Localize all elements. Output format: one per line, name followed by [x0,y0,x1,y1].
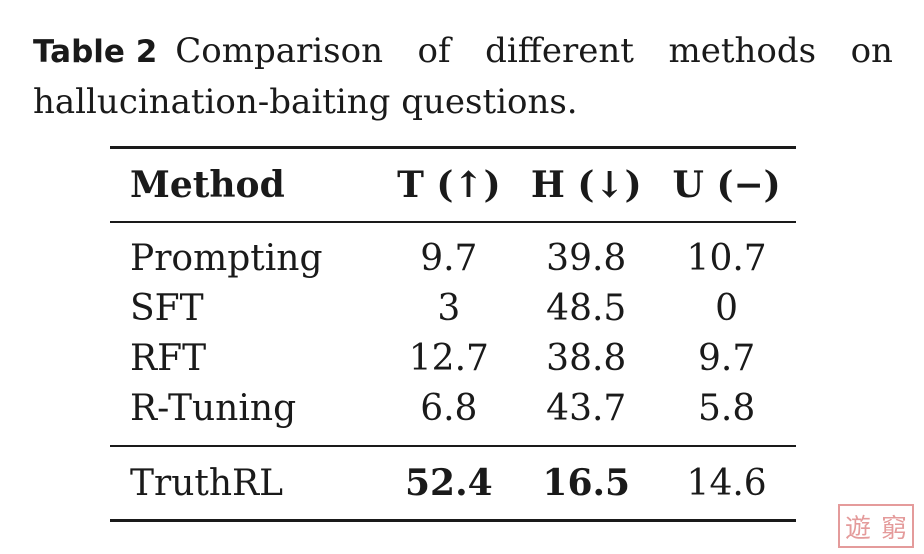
table-row: RFT 12.7 38.8 9.7 [110,333,796,383]
method-cell: Prompting [130,237,323,279]
caption-line-1: Table 2 Comparison of different methods o… [33,26,893,77]
t-cell: 3 [437,287,461,329]
watermark-char: 遊 [844,513,871,544]
header-t: T (↑) [397,164,501,206]
h-cell: 48.5 [546,287,627,329]
method-cell: TruthRL [130,462,284,504]
caption-label: Table 2 [33,34,158,70]
table-caption: Table 2 Comparison of different methods o… [33,26,893,127]
watermark-seal: 遊 窮 [838,504,914,548]
t-cell: 12.7 [408,337,489,379]
header-row: Method T (↑) H (↓) U (−) [110,147,796,222]
header-u: U (−) [672,164,781,206]
caption-word: of [417,31,451,71]
header-method: Method [130,164,285,206]
u-cell: 5.8 [698,387,756,429]
caption-line-2: hallucination-baiting questions. [33,82,578,122]
t-cell: 9.7 [420,237,478,279]
t-cell-best: 52.4 [405,462,493,504]
method-cell: R-Tuning [130,387,297,429]
table-row-final: TruthRL 52.4 16.5 14.6 [110,446,796,521]
u-cell: 14.6 [686,462,767,504]
header-h: H (↓) [530,164,642,206]
t-cell: 6.8 [420,387,478,429]
u-cell: 10.7 [686,237,767,279]
table-row: SFT 3 48.5 0 [110,283,796,333]
method-cell: RFT [130,337,207,379]
watermark-char: 窮 [880,513,907,544]
h-cell-best: 16.5 [542,462,631,504]
method-cell: SFT [130,287,204,329]
table-row: Prompting 9.7 39.8 10.7 [110,222,796,283]
caption-word: on [850,31,893,71]
table-row: R-Tuning 6.8 43.7 5.8 [110,383,796,446]
u-cell: 9.7 [698,337,756,379]
caption-word: different [485,31,634,71]
h-cell: 43.7 [546,387,627,429]
caption-word: Comparison [175,31,383,71]
h-cell: 39.8 [546,237,627,279]
h-cell: 38.8 [546,337,627,379]
u-cell: 0 [715,287,739,329]
caption-word: methods [668,31,817,71]
results-table: Method T (↑) H (↓) U (−) Prompting 9.7 3… [110,146,796,522]
